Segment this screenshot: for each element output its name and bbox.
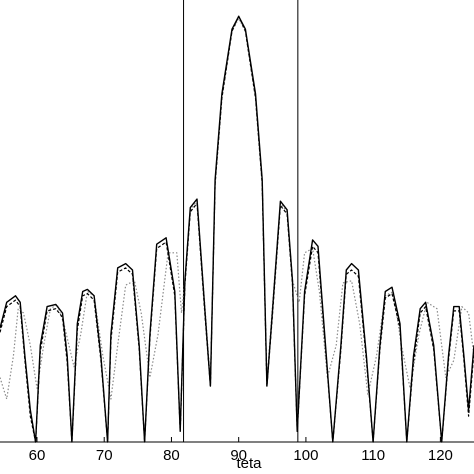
series-solid-line	[0, 15, 474, 443]
x-tick-label: 60	[29, 447, 46, 464]
x-tick-label: 110	[361, 447, 385, 464]
x-tick-label: 120	[428, 447, 453, 464]
x-tick-label: 70	[96, 447, 113, 464]
plot-area	[0, 0, 474, 443]
x-tick-label: 90	[230, 447, 247, 464]
series-dotted-line	[0, 17, 474, 400]
x-axis-ticks: 60 70 80 90 100 110 120	[29, 437, 453, 464]
series-layer	[0, 15, 474, 443]
x-tick-label: 100	[293, 447, 318, 464]
x-axis-label: teta	[236, 455, 262, 472]
x-tick-label: 80	[163, 447, 180, 464]
